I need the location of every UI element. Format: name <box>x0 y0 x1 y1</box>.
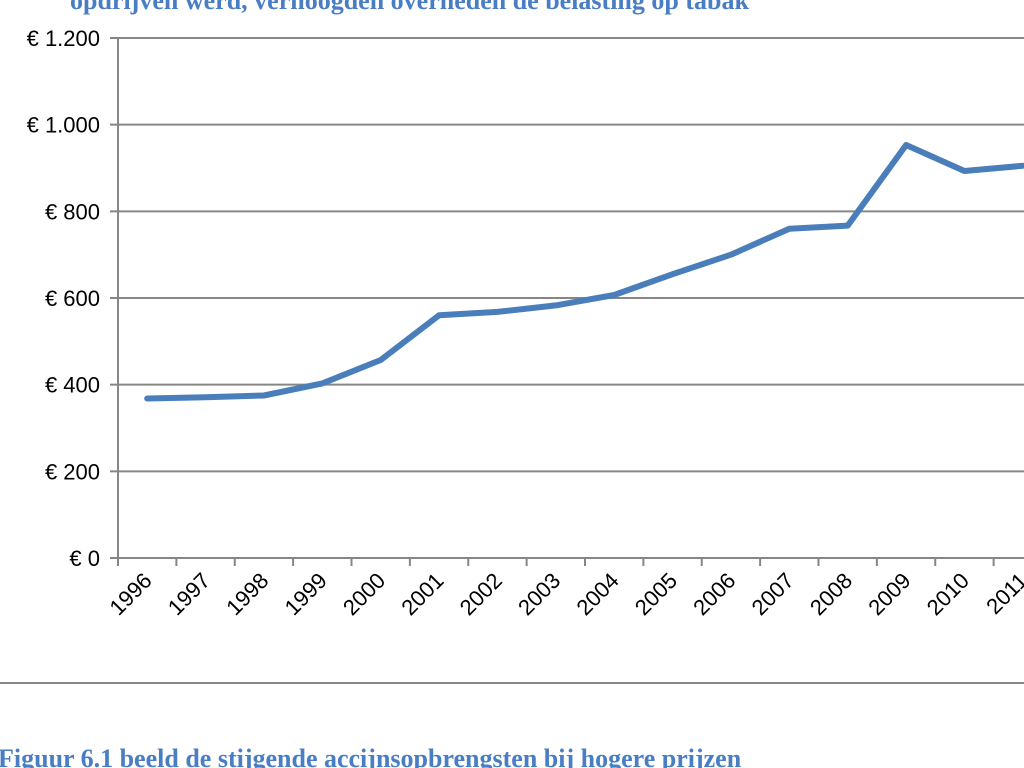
data-point-2002 <box>496 311 498 313</box>
x-tick-label-1997: 1997 <box>163 568 215 620</box>
y-tick-label: € 1.200 <box>27 26 100 51</box>
x-tick-label-2004: 2004 <box>571 568 623 620</box>
x-tick-label-2001: 2001 <box>396 568 448 620</box>
y-tick-label: € 400 <box>45 373 100 398</box>
x-tick-label-2003: 2003 <box>513 568 565 620</box>
data-point-2005 <box>672 273 674 275</box>
data-point-2004 <box>613 294 615 296</box>
series <box>144 142 1024 402</box>
data-point-2009 <box>905 144 907 146</box>
y-tick-label: € 1.000 <box>27 113 100 138</box>
y-tick-label: € 200 <box>45 459 100 484</box>
data-point-1997 <box>205 396 207 398</box>
x-tick-labels: 1996 1997 1998 1999 2000 2001 2002 2003 2004 2005… <box>104 568 1024 620</box>
data-point-2010 <box>963 170 965 172</box>
data-point-1996 <box>146 398 148 400</box>
document-text-bottom: Figuur 6.1 beeld de stijgende accijnsopb… <box>0 744 742 768</box>
data-point-1998 <box>263 395 265 396</box>
x-tick-label-2010: 2010 <box>922 568 974 620</box>
x-tick-label-2008: 2008 <box>805 568 857 620</box>
data-point-2006 <box>730 254 732 256</box>
data-point-2007 <box>788 228 790 230</box>
gridlines <box>118 37 1024 473</box>
y-tick-label: € 800 <box>45 199 100 224</box>
data-point-2000 <box>380 359 382 361</box>
x-tick-label-1998: 1998 <box>221 568 273 620</box>
series-line-0 <box>144 142 1024 402</box>
x-tick-label-2000: 2000 <box>338 568 390 620</box>
x-tick-label-2002: 2002 <box>455 568 507 620</box>
y-tick-label: € 0 <box>69 546 100 571</box>
y-tick-labels: € 0 € 200 € 400 € 600 € 800 € 1.000 € 1.200 <box>27 26 100 571</box>
x-tick-label-2005: 2005 <box>630 568 682 620</box>
data-point-2011 <box>1022 165 1024 167</box>
x-tick-label-1999: 1999 <box>280 568 332 620</box>
x-tick-label-1996: 1996 <box>104 568 156 620</box>
data-point-2001 <box>438 314 440 316</box>
y-tick-label: € 600 <box>45 286 100 311</box>
data-point-2008 <box>847 225 849 227</box>
document-text-top: opdrijven werd, verhoogden overheden de … <box>70 0 749 15</box>
axes <box>110 37 1024 566</box>
x-tick-label-2006: 2006 <box>688 568 740 620</box>
data-point-1999 <box>321 382 323 384</box>
x-tick-label-2009: 2009 <box>863 568 915 620</box>
data-point-2003 <box>555 304 557 306</box>
x-tick-label-2007: 2007 <box>747 568 799 620</box>
x-tick-label-2011: 2011 <box>981 568 1024 619</box>
divider-line <box>0 682 1024 684</box>
